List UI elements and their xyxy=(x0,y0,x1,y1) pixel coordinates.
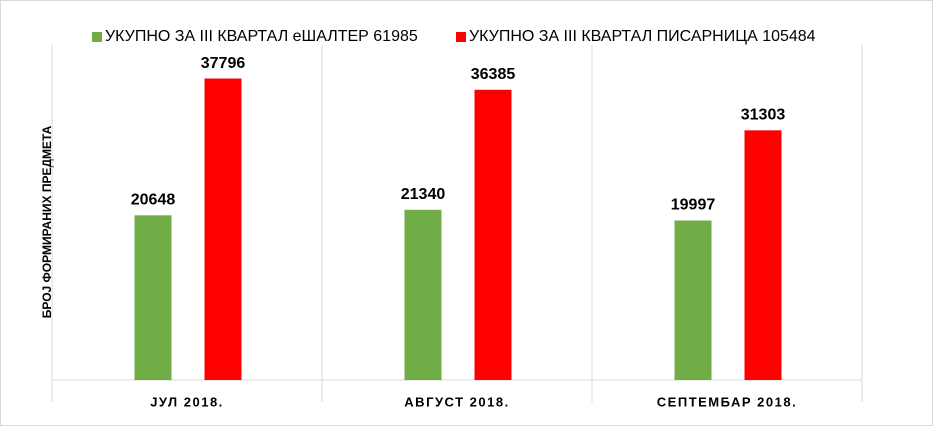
legend-label: УКУПНО ЗА III КВАРТАЛ еШАЛТЕР 61985 xyxy=(105,28,418,45)
legend-swatch xyxy=(456,32,466,42)
legend-swatch xyxy=(92,32,102,42)
data-label: 36385 xyxy=(471,66,516,83)
bar xyxy=(674,220,712,380)
bar xyxy=(744,130,782,380)
bar xyxy=(204,78,242,380)
x-tick-label: СЕПТЕМБАР 2018. xyxy=(657,394,797,409)
bar xyxy=(474,89,512,380)
bar xyxy=(404,209,442,380)
data-label: 37796 xyxy=(201,55,246,72)
legend-label: УКУПНО ЗА III КВАРТАЛ ПИСАРНИЦА 105484 xyxy=(469,28,816,45)
data-label: 19997 xyxy=(671,197,716,214)
y-axis-title: БРОЈ ФОРМИРАНИХ ПРЕДМЕТА xyxy=(40,125,54,318)
data-label: 21340 xyxy=(401,186,446,203)
x-tick-label: АВГУСТ 2018. xyxy=(404,394,509,409)
data-label: 31303 xyxy=(741,107,786,124)
bar xyxy=(134,215,172,380)
x-tick-label: ЈУЛ 2018. xyxy=(150,394,224,409)
data-label: 20648 xyxy=(131,192,176,209)
